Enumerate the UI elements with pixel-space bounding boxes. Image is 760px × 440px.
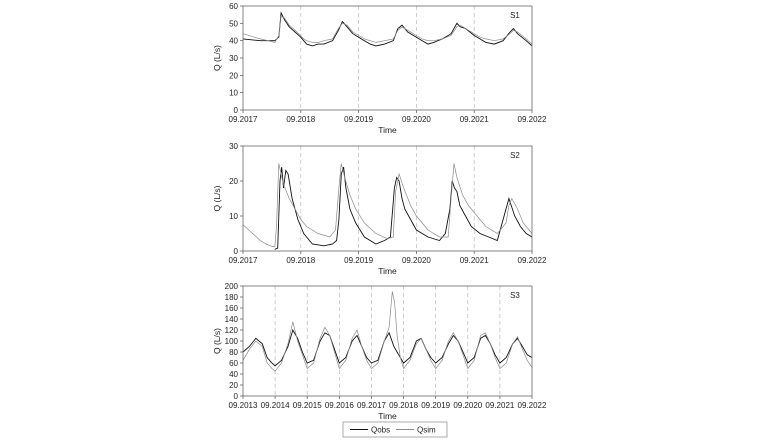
x-tick-label: 09.2022 <box>518 256 547 265</box>
y-tick-label: 140 <box>225 315 239 324</box>
x-tick-label: 09.2019 <box>344 115 373 124</box>
x-tick-label: 09.2020 <box>402 115 431 124</box>
y-tick-label: 30 <box>229 54 238 63</box>
y-tick-label: 40 <box>229 37 238 46</box>
series-qobs-line <box>242 11 533 47</box>
legend-box <box>342 421 448 438</box>
series-qobs-line <box>274 166 533 250</box>
y-tick-label: 160 <box>225 304 239 313</box>
y-tick-label: 60 <box>229 359 238 368</box>
y-tick-label: 30 <box>229 142 238 151</box>
y-tick-label: 60 <box>229 2 238 11</box>
plot-frame <box>242 145 533 252</box>
x-tick-label: 09.2021 <box>485 401 514 410</box>
y-tick-label: 100 <box>225 337 239 346</box>
x-tick-label: 09.2013 <box>229 401 258 410</box>
x-tick-label: 09.2018 <box>286 256 315 265</box>
y-tick-label: 200 <box>225 282 239 291</box>
x-tick-label: 09.2017 <box>229 256 258 265</box>
legend-qsim-label: Qsim <box>417 426 436 435</box>
x-axis-label: Time <box>378 125 397 135</box>
x-tick-label: 09.2017 <box>357 401 386 410</box>
y-axis-label: Q (L/s) <box>212 328 222 354</box>
series-qsim-line <box>242 163 533 248</box>
x-tick-label: 09.2014 <box>261 401 290 410</box>
y-tick-label: 20 <box>229 71 238 80</box>
x-axis-label: Time <box>378 266 397 276</box>
x-tick-label: 09.2017 <box>229 115 258 124</box>
y-tick-label: 20 <box>229 381 238 390</box>
y-tick-label: 10 <box>229 212 238 221</box>
panel-s1: 0 10 20 30 40 50 60 09.2017 09.2018 09.2019 09.202… <box>212 2 547 135</box>
y-tick-label: 180 <box>225 293 239 302</box>
y-tick-label: 50 <box>229 19 238 28</box>
y-tick-label: 40 <box>229 370 238 379</box>
panel-title: S2 <box>510 151 520 160</box>
series-qsim-line <box>242 291 533 372</box>
x-tick-label: 09.2021 <box>460 115 489 124</box>
y-tick-label: 120 <box>225 326 239 335</box>
y-axis-label: Q (L/s) <box>212 185 222 211</box>
panel-s2: 0 10 20 30 09.2017 09.2018 09.2019 09.2020 09.20… <box>212 142 547 276</box>
x-tick-label: 09.2020 <box>453 401 482 410</box>
y-axis-label: Q (L/s) <box>212 45 222 71</box>
y-tick-label: 0 <box>234 247 239 256</box>
y-tick-label: 10 <box>229 89 238 98</box>
x-tick-label: 09.2020 <box>402 256 431 265</box>
x-tick-label: 09.2021 <box>460 256 489 265</box>
x-tick-label: 09.2019 <box>421 401 450 410</box>
x-tick-label: 09.2018 <box>389 401 418 410</box>
series-qsim-line <box>242 15 533 45</box>
legend: Qobs Qsim <box>342 421 448 438</box>
series-qobs-line <box>242 328 533 367</box>
panel-title: S3 <box>510 291 520 300</box>
y-tick-label: 80 <box>229 348 238 357</box>
x-tick-label: 09.2022 <box>518 401 547 410</box>
x-axis-label: Time <box>378 411 397 421</box>
y-tick-label: 0 <box>234 106 239 115</box>
legend-qobs-label: Qobs <box>371 426 390 435</box>
x-tick-label: 09.2015 <box>293 401 322 410</box>
x-tick-label: 09.2016 <box>325 401 354 410</box>
panel-title: S1 <box>510 11 520 20</box>
plot-frame <box>242 5 533 111</box>
x-tick-label: 09.2018 <box>286 115 315 124</box>
x-tick-label: 09.2022 <box>518 115 547 124</box>
y-tick-label: 20 <box>229 177 238 186</box>
x-tick-label: 09.2019 <box>344 256 373 265</box>
y-tick-label: 0 <box>234 392 239 401</box>
